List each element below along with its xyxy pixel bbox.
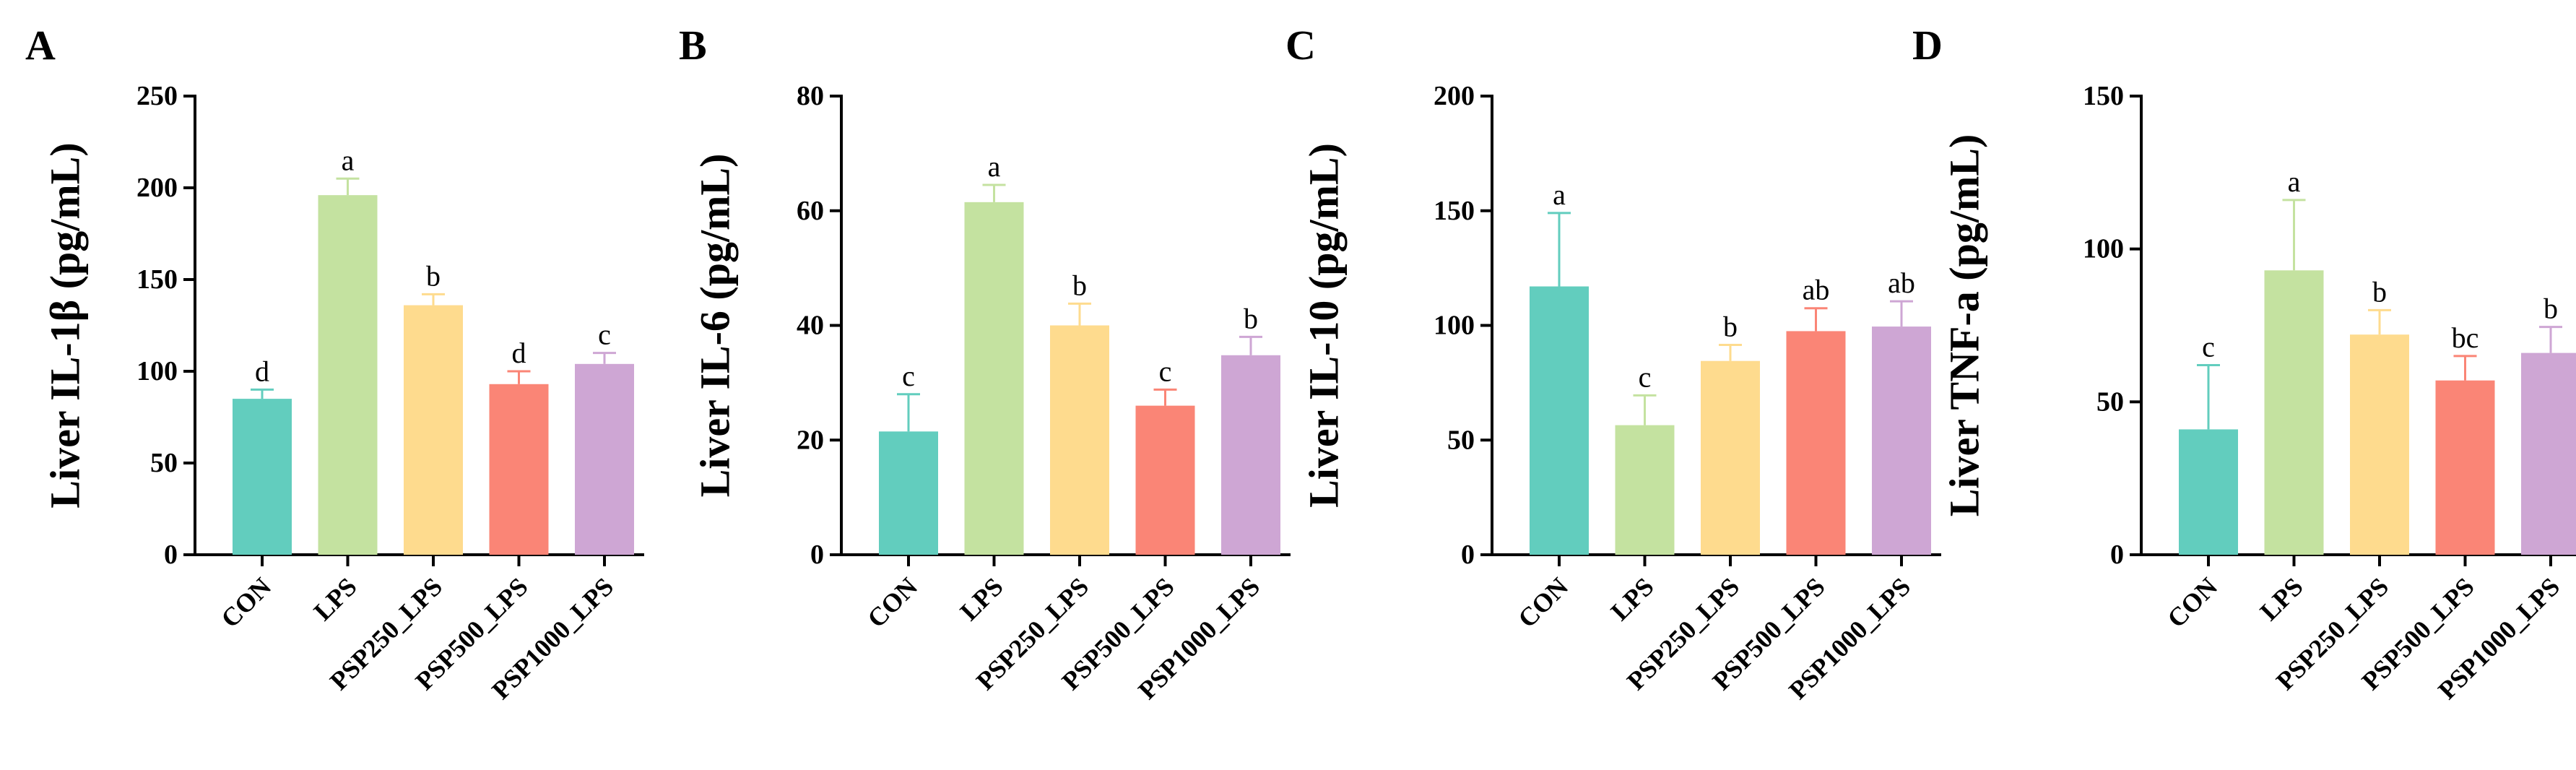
bar-con	[233, 399, 292, 555]
bar-psp1000_lps	[1872, 326, 1931, 555]
y-axis-label: Liver IL-6 (pg/mL)	[692, 154, 739, 498]
y-tick-label: 80	[797, 81, 824, 111]
bar-lps	[964, 202, 1024, 555]
y-tick-label: 60	[797, 196, 824, 226]
y-tick-label: 0	[2110, 540, 2124, 570]
bar-psp500_lps	[2435, 380, 2495, 555]
y-tick-label: 0	[810, 540, 824, 570]
significance-letter: a	[1553, 178, 1566, 211]
y-tick-label: 200	[136, 173, 178, 203]
y-axis-label: Liver IL-10 (pg/mL)	[1301, 143, 1348, 508]
y-tick-label: 100	[1434, 311, 1475, 341]
x-tick-label: CON	[215, 572, 277, 633]
y-tick-label: 0	[1461, 540, 1475, 570]
y-tick-label: 50	[2096, 386, 2124, 417]
significance-letter: bc	[2452, 321, 2479, 354]
significance-letter: c	[2202, 331, 2215, 363]
significance-letter: b	[2544, 293, 2558, 325]
y-tick-label: 50	[150, 448, 178, 478]
y-tick-label: 250	[136, 81, 178, 111]
panel-letter: C	[1285, 22, 1316, 69]
significance-letter: ab	[1888, 267, 1915, 299]
panel-c: C Liver IL-10 (pg/mL) 0 50 100 150 200 a CON c LPS…	[1285, 22, 1941, 705]
y-tick-label: 100	[136, 356, 178, 386]
bar-psp1000_lps	[1221, 355, 1280, 555]
significance-letter: c	[1639, 360, 1652, 393]
x-tick-label: LPS	[308, 572, 363, 626]
y-axis-label: Liver IL-1β (pg/mL)	[42, 142, 89, 508]
bar-lps	[1615, 425, 1675, 555]
significance-letter: c	[1159, 355, 1172, 387]
bar-psp250_lps	[2350, 334, 2409, 555]
bar-con	[2179, 429, 2238, 555]
panel-letter: B	[679, 22, 707, 69]
y-tick-label: 40	[797, 311, 824, 341]
significance-letter: a	[2288, 165, 2301, 198]
significance-letter: a	[988, 150, 1001, 183]
bar-psp250_lps	[404, 305, 463, 555]
bar-psp1000_lps	[2521, 352, 2576, 555]
y-tick-label: 0	[164, 540, 178, 570]
significance-letter: b	[1072, 269, 1087, 301]
y-tick-label: 150	[1434, 196, 1475, 226]
bar-con	[879, 431, 938, 555]
significance-letter: b	[426, 259, 441, 292]
bar-lps	[318, 195, 378, 555]
bar-psp500_lps	[489, 384, 549, 555]
bar-psp500_lps	[1135, 405, 1195, 555]
x-tick-label: LPS	[955, 572, 1009, 626]
significance-letter: b	[2372, 275, 2387, 308]
y-tick-label: 20	[797, 425, 824, 455]
y-tick-label: 150	[2083, 81, 2124, 111]
bar-psp250_lps	[1701, 360, 1760, 555]
y-tick-label: 150	[136, 264, 178, 295]
y-tick-label: 50	[1447, 425, 1475, 455]
y-tick-label: 200	[1434, 81, 1475, 111]
significance-letter: c	[598, 319, 611, 351]
x-tick-label: CON	[1512, 572, 1574, 633]
significance-letter: d	[512, 337, 526, 369]
bar-psp250_lps	[1050, 325, 1109, 555]
x-tick-label: LPS	[2255, 572, 2309, 626]
bar-psp500_lps	[1786, 331, 1846, 555]
x-tick-label: LPS	[1605, 572, 1660, 626]
significance-letter: c	[902, 360, 915, 392]
bar-psp1000_lps	[575, 363, 634, 555]
x-tick-label: CON	[862, 572, 923, 633]
panel-letter: D	[1912, 22, 1943, 69]
bar-con	[1530, 286, 1589, 555]
significance-letter: b	[1723, 310, 1738, 342]
significance-letter: b	[1244, 302, 1258, 334]
significance-letter: d	[255, 355, 269, 387]
panel-letter: A	[25, 22, 56, 69]
bar-lps	[2264, 270, 2324, 555]
significance-letter: ab	[1803, 274, 1830, 306]
x-tick-label: CON	[2161, 572, 2223, 633]
significance-letter: a	[342, 144, 355, 176]
y-axis-label: Liver TNF-a (pg/mL)	[1941, 134, 1988, 517]
y-tick-label: 100	[2083, 234, 2124, 264]
panel-a: A Liver IL-1β (pg/mL) 0 50 100 150 200 250 d CON a…	[25, 22, 644, 705]
